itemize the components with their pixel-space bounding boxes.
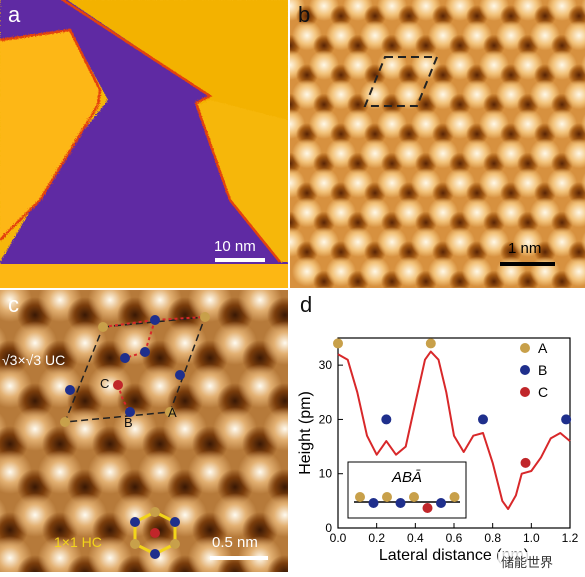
y-tick-label: 30 bbox=[319, 358, 333, 372]
inset-frame bbox=[347, 461, 467, 519]
chart-axes: 0.0 0.2 0.4 0.6 0.8 1.0 1.2 0 10 20 30 Lateral dist… bbox=[297, 337, 579, 564]
inset-stacking-label: ABĀ bbox=[391, 469, 422, 486]
height-profile-line bbox=[337, 350, 571, 510]
inset-atom-B bbox=[368, 498, 379, 508]
stacking-inset: ABĀ bbox=[347, 461, 467, 519]
profile-curve-group bbox=[337, 350, 571, 510]
inset-atom-A bbox=[409, 492, 419, 502]
panel-d: 0.0 0.2 0.4 0.6 0.8 1.0 1.2 0 10 20 30 Lateral dist… bbox=[290, 290, 585, 572]
height-profile-chart: 0.0 0.2 0.4 0.6 0.8 1.0 1.2 0 10 20 30 Lateral dist… bbox=[297, 337, 579, 564]
site-C-point bbox=[520, 457, 531, 468]
panel-c-lattice bbox=[0, 290, 288, 572]
inset-atom-C bbox=[422, 503, 433, 513]
y-tick-label: 10 bbox=[319, 467, 333, 481]
site-B-point bbox=[561, 414, 572, 425]
inset-atom-A bbox=[355, 492, 365, 502]
chart-legend: ABC bbox=[520, 340, 548, 400]
y-tick-label: 20 bbox=[319, 412, 333, 426]
site-label-b: B bbox=[124, 415, 133, 430]
uc-label: √3×√3 UC bbox=[2, 352, 66, 368]
hc-1x1-model bbox=[130, 507, 180, 559]
scale-bar-label-b: 1 nm bbox=[508, 240, 542, 257]
y-axis-label: Height (pm) bbox=[297, 391, 314, 475]
y-tick-label: 0 bbox=[325, 521, 332, 535]
panel-c-image bbox=[0, 290, 288, 572]
scale-bar-label-a: 10 nm bbox=[214, 238, 256, 255]
x-tick-label: 0.8 bbox=[484, 531, 501, 545]
panel-a-image bbox=[0, 0, 288, 288]
legend-label-C: C bbox=[538, 384, 548, 400]
site-A-point bbox=[333, 338, 343, 349]
x-tick-label: 1.0 bbox=[523, 531, 540, 545]
panel-b: b 1 nm bbox=[290, 0, 585, 288]
x-tick-label: 1.2 bbox=[562, 531, 579, 545]
x-tick-label: 0.2 bbox=[368, 531, 385, 545]
panel-c: c √3×√3 UC C B A 1×1 HC 0.5 nm bbox=[0, 290, 288, 572]
site-B-point bbox=[381, 414, 392, 425]
site-label-a: A bbox=[168, 405, 177, 420]
watermark: 储能世界 bbox=[498, 552, 557, 571]
site-B-point bbox=[478, 414, 488, 425]
panel-label-a: a bbox=[8, 2, 21, 27]
unit-cell-outline bbox=[363, 56, 439, 107]
legend-marker-B bbox=[520, 365, 530, 375]
panel-label-b: b bbox=[298, 2, 311, 27]
legend-label-A: A bbox=[538, 340, 548, 356]
panel-b-lattice bbox=[290, 0, 585, 288]
x-tick-label: 0.4 bbox=[407, 531, 424, 545]
panel-label-d: d bbox=[300, 292, 313, 317]
legend-marker-C bbox=[520, 387, 530, 397]
panel-label-c: c bbox=[8, 292, 19, 317]
scale-bar-label-c: 0.5 nm bbox=[212, 534, 258, 551]
site-A-point bbox=[425, 338, 436, 349]
sqrt3-unit-cell-model bbox=[60, 312, 210, 427]
legend-label-B: B bbox=[538, 362, 547, 378]
inset-atom-A bbox=[382, 492, 392, 502]
inset-atom-A bbox=[449, 492, 460, 502]
hc-label: 1×1 HC bbox=[54, 534, 102, 550]
site-points-group bbox=[333, 338, 572, 468]
inset-atom-B bbox=[436, 498, 446, 508]
panel-b-image bbox=[290, 0, 585, 288]
x-axis-label: Lateral distance (nm) bbox=[379, 547, 529, 564]
panel-a: a 10 nm bbox=[0, 0, 288, 288]
x-tick-label: 0.6 bbox=[446, 531, 463, 545]
site-label-c: C bbox=[100, 376, 110, 391]
inset-atom-B bbox=[395, 498, 406, 508]
x-tick-label: 0.0 bbox=[330, 531, 347, 545]
legend-marker-A bbox=[520, 343, 530, 353]
